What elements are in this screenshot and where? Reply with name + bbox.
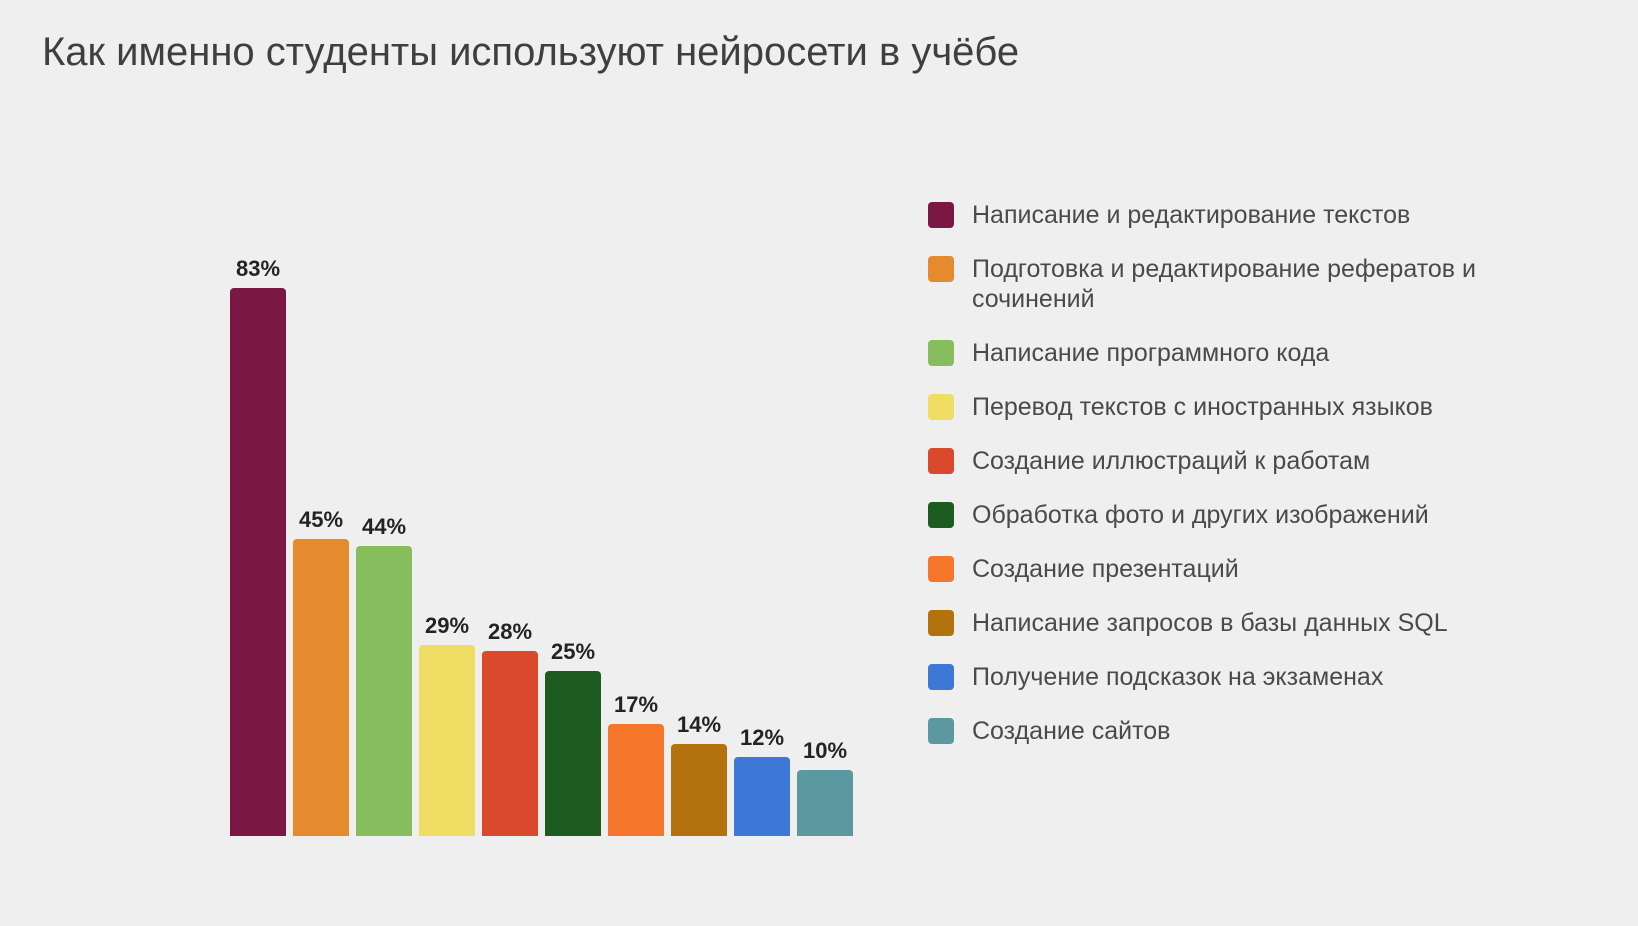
legend-label: Написание запросов в базы данных SQL <box>972 608 1448 638</box>
bar-group: 12% <box>734 725 790 836</box>
bar-group: 17% <box>608 692 664 836</box>
bar-value-label: 12% <box>740 725 784 751</box>
bar <box>230 288 286 836</box>
bar-value-label: 17% <box>614 692 658 718</box>
bar-value-label: 83% <box>236 256 280 282</box>
legend-item: Создание иллюстраций к работам <box>928 446 1568 476</box>
legend-swatch <box>928 610 954 636</box>
legend-swatch <box>928 394 954 420</box>
legend-label: Обработка фото и других изображений <box>972 500 1429 530</box>
bar <box>482 651 538 836</box>
bar-group: 29% <box>419 613 475 836</box>
legend-swatch <box>928 664 954 690</box>
bar-value-label: 28% <box>488 619 532 645</box>
legend-item: Создание презентаций <box>928 554 1568 584</box>
chart-legend: Написание и редактирование текстов Подгот… <box>928 200 1568 746</box>
bar <box>608 724 664 836</box>
bar-value-label: 10% <box>803 738 847 764</box>
bar <box>671 744 727 836</box>
legend-swatch <box>928 340 954 366</box>
legend-label: Перевод текстов с иностранных языков <box>972 392 1433 422</box>
legend-label: Создание презентаций <box>972 554 1239 584</box>
chart-title: Как именно студенты используют нейросети… <box>42 30 1019 75</box>
legend-item: Получение подсказок на экзаменах <box>928 662 1568 692</box>
bar <box>293 539 349 836</box>
legend-swatch <box>928 502 954 528</box>
legend-item: Создание сайтов <box>928 716 1568 746</box>
bar-value-label: 45% <box>299 507 343 533</box>
bar <box>356 546 412 836</box>
legend-swatch <box>928 448 954 474</box>
legend-item: Перевод текстов с иностранных языков <box>928 392 1568 422</box>
legend-item: Обработка фото и других изображений <box>928 500 1568 530</box>
bar-group: 10% <box>797 738 853 836</box>
bar-value-label: 44% <box>362 514 406 540</box>
legend-label: Написание и редактирование текстов <box>972 200 1410 230</box>
legend-item: Написание запросов в базы данных SQL <box>928 608 1568 638</box>
bar-value-label: 25% <box>551 639 595 665</box>
bar-group: 14% <box>671 712 727 836</box>
legend-swatch <box>928 718 954 744</box>
legend-label: Получение подсказок на экзаменах <box>972 662 1383 692</box>
legend-swatch <box>928 256 954 282</box>
legend-item: Написание программного кода <box>928 338 1568 368</box>
bar-value-label: 29% <box>425 613 469 639</box>
legend-label: Создание иллюстраций к работам <box>972 446 1370 476</box>
bar-chart: 83% 45% 44% 29% 28% 25% 17% 14% 12% 10% <box>230 176 850 836</box>
bar-group: 44% <box>356 514 412 836</box>
legend-swatch <box>928 202 954 228</box>
legend-item: Написание и редактирование текстов <box>928 200 1568 230</box>
legend-swatch <box>928 556 954 582</box>
legend-item: Подготовка и редактирование рефератов и … <box>928 254 1568 314</box>
legend-label: Написание программного кода <box>972 338 1329 368</box>
bar-group: 45% <box>293 507 349 836</box>
bar <box>419 645 475 836</box>
bar-group: 83% <box>230 256 286 836</box>
bar-value-label: 14% <box>677 712 721 738</box>
legend-label: Создание сайтов <box>972 716 1170 746</box>
bar <box>545 671 601 836</box>
bar <box>797 770 853 836</box>
bar-group: 25% <box>545 639 601 836</box>
bar-group: 28% <box>482 619 538 836</box>
bar <box>734 757 790 836</box>
legend-label: Подготовка и редактирование рефератов и … <box>972 254 1568 314</box>
